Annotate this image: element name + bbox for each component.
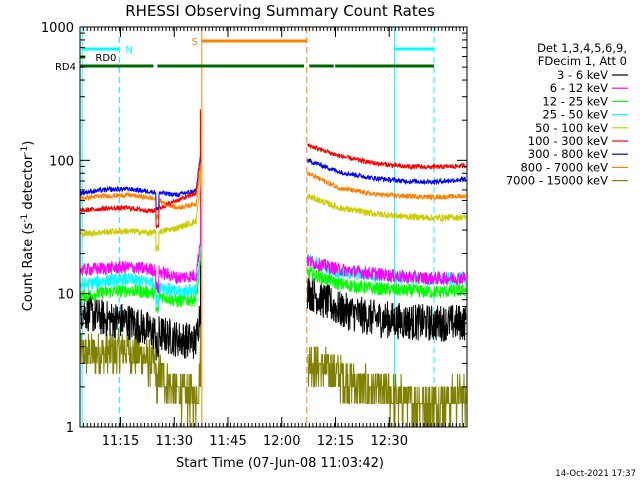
x-tick-label: 11:30 — [156, 434, 193, 449]
series-line-after — [307, 266, 467, 299]
series-line-before — [80, 130, 202, 220]
series-line-before — [80, 130, 202, 252]
flag-label-rd4: RD4 — [55, 62, 76, 73]
legend-entry-label: 100 - 300 keV — [528, 134, 608, 148]
legend-entry-label: 3 - 6 keV — [557, 68, 608, 82]
y-axis: 1 10 100 1000 — [41, 21, 467, 436]
series-layer — [80, 109, 467, 427]
flag-label-rd0: RD0 — [95, 53, 116, 64]
x-tick-label: 11:45 — [209, 434, 246, 449]
legend-header-decim: FDecim 1, Att 0 — [538, 54, 627, 68]
series-line-before — [80, 109, 202, 229]
series-line-after — [307, 143, 467, 171]
timestamp: 14-Oct-2021 17:37 — [555, 469, 636, 479]
series-line-before — [80, 152, 202, 212]
series-line-before — [80, 162, 202, 308]
chart-title: RHESSI Observing Summary Count Rates — [125, 2, 435, 20]
legend-entry-label: 300 - 800 keV — [528, 147, 608, 161]
series-line-after — [307, 157, 467, 186]
series-line-after — [307, 171, 467, 202]
flag-label-night: N — [125, 45, 132, 56]
series-line-after — [307, 346, 467, 427]
series-line-before — [80, 130, 202, 294]
x-axis-label: Start Time (07-Jun-08 11:03:42) — [176, 456, 384, 471]
y-tick-label: 1000 — [41, 21, 74, 36]
legend-entry-label: 800 - 7000 keV — [520, 160, 608, 174]
series-line-after — [307, 276, 467, 342]
flag-label-saa: S — [191, 37, 197, 48]
x-tick-label: 11:15 — [102, 434, 139, 449]
x-axis: 11:15 11:30 11:45 12:00 12:15 12:30 — [79, 27, 468, 449]
x-tick-label: 12:30 — [371, 434, 408, 449]
legend-entry-label: 7000 - 15000 keV — [506, 174, 608, 188]
series-line-before — [80, 109, 202, 314]
series-line-before — [80, 109, 202, 427]
y-tick-label: 100 — [49, 154, 74, 169]
y-axis-label: Count Rate (s-1 detector-1) — [20, 141, 36, 312]
y-tick-label: 1 — [66, 421, 74, 436]
x-tick-label: 12:15 — [317, 434, 354, 449]
legend-header-detectors: Det 1,3,4,5,6,9, — [537, 41, 627, 55]
legend-entry-label: 25 - 50 keV — [542, 108, 608, 122]
legend: Det 1,3,4,5,6,9, FDecim 1, Att 0 3 - 6 k… — [506, 41, 628, 188]
series-line-after — [307, 254, 467, 286]
legend-entry-label: 12 - 25 keV — [542, 94, 608, 108]
x-tick-label: 12:00 — [263, 434, 300, 449]
plot-frame — [79, 26, 468, 428]
series-line-before — [80, 162, 202, 361]
y-tick-label: 10 — [57, 288, 74, 303]
legend-entry-label: 6 - 12 keV — [550, 81, 608, 95]
series-line-after — [307, 193, 467, 223]
legend-entry-label: 50 - 100 keV — [535, 121, 608, 135]
flag-bars: N S RD0 RD4 — [55, 37, 435, 73]
